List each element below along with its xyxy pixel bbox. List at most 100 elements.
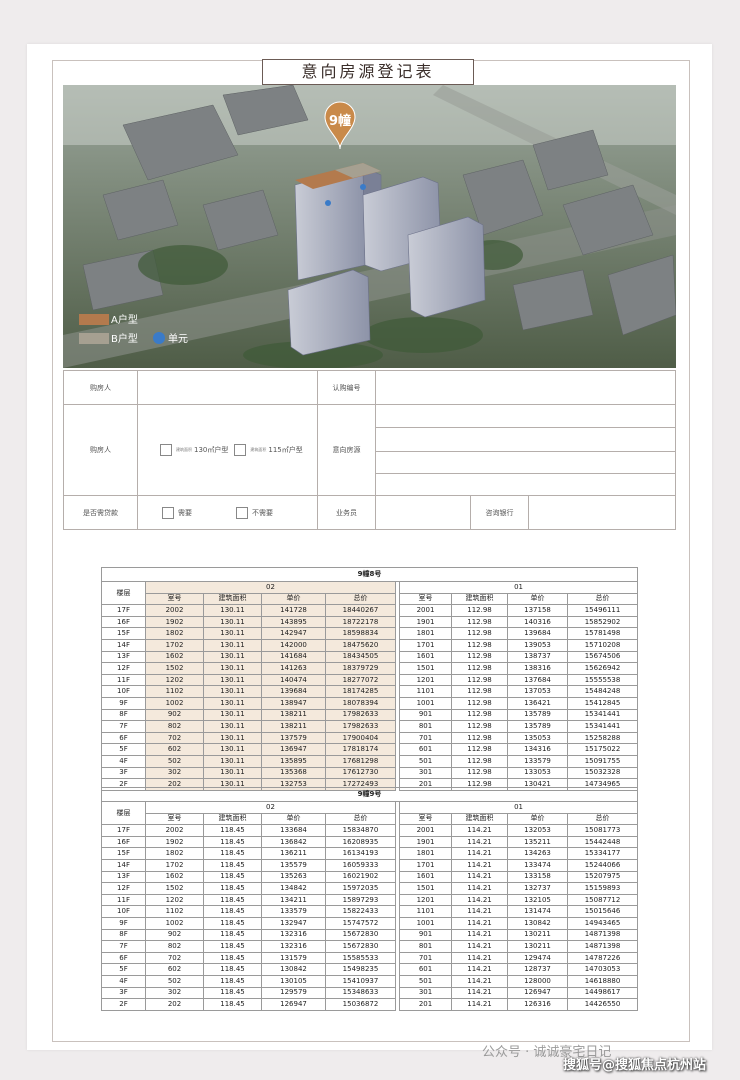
price-cell: 130.11 xyxy=(203,638,262,652)
price-cell: 15091755 xyxy=(566,754,639,768)
column-header: 建筑面积 xyxy=(203,812,262,826)
price-cell: 1001 xyxy=(399,696,452,710)
price-cell: 702 xyxy=(145,951,204,965)
checkbox[interactable] xyxy=(234,444,247,456)
price-cell: 133474 xyxy=(507,858,568,872)
price-cell: 602 xyxy=(145,963,204,976)
price-cell: 112.98 xyxy=(451,627,508,640)
price-cell: 15834870 xyxy=(325,824,396,837)
watermark: 公众号 · 诚诚豪宅日记 xyxy=(482,1045,612,1060)
price-cell: 15258288 xyxy=(566,731,639,745)
price-cell: 1501 xyxy=(399,662,452,675)
price-cell: 601 xyxy=(399,743,452,756)
price-cell: 1701 xyxy=(399,858,452,872)
price-table: 9幢8号 楼层 02 01 室号 建筑面积 单价 总价 室号 建筑面积 单价 总价 17F 2002 130… xyxy=(100,567,639,791)
price-row: 11F 1202 130.11 140474 18277072 1201 112.98 137… xyxy=(101,673,639,687)
price-cell: 141263 xyxy=(261,662,326,675)
floor-cell: 6F xyxy=(101,731,146,745)
column-header: 总价 xyxy=(325,592,396,606)
price-cell: 15081773 xyxy=(566,824,639,837)
price-cell: 112.98 xyxy=(451,720,508,733)
price-row: 16F 1902 118.45 136842 16208935 1901 114.21 135… xyxy=(101,835,639,849)
price-cell: 2002 xyxy=(145,824,204,837)
form-label: 购房人 xyxy=(63,370,138,405)
price-row: 4F 502 118.45 130105 15410937 501 114.21 128000… xyxy=(101,974,639,988)
price-row: 15F 1802 130.11 142947 18598834 1801 112.98 139… xyxy=(101,627,639,640)
price-row: 15F 1802 118.45 136211 16134193 1801 114.21 134… xyxy=(101,847,639,860)
floor-cell: 17F xyxy=(101,604,146,617)
floor-cell: 2F xyxy=(101,998,146,1011)
price-cell: 136211 xyxy=(261,847,326,860)
price-cell: 138211 xyxy=(261,708,326,722)
price-cell: 140316 xyxy=(507,615,568,629)
price-cell: 140474 xyxy=(261,673,326,687)
floor-cell: 7F xyxy=(101,940,146,953)
price-cell: 15897293 xyxy=(325,893,396,907)
checkbox[interactable] xyxy=(236,506,248,519)
price-cell: 1801 xyxy=(399,627,452,640)
price-cell: 901 xyxy=(399,928,452,942)
form-field[interactable] xyxy=(137,370,318,405)
price-cell: 18434505 xyxy=(325,650,396,664)
price-cell: 601 xyxy=(399,963,452,976)
legend-label: 单元 xyxy=(168,333,188,345)
price-cell: 15341441 xyxy=(566,708,639,722)
floor-cell: 10F xyxy=(101,905,146,918)
price-table: 9幢9号 楼层 02 01 室号 建筑面积 单价 总价 室号 建筑面积 单价 总价 17F 2002 118… xyxy=(100,787,639,1011)
price-row: 13F 1602 118.45 135263 16021902 1601 114.21 133… xyxy=(101,870,639,884)
floor-header: 楼层 xyxy=(101,580,146,606)
checkbox[interactable] xyxy=(160,444,172,456)
column-header: 建筑面积 xyxy=(451,812,508,826)
price-cell: 15015646 xyxy=(566,905,639,918)
price-cell: 112.98 xyxy=(451,766,508,780)
form-field[interactable] xyxy=(375,427,676,452)
form-field[interactable] xyxy=(528,495,676,530)
price-cell: 301 xyxy=(399,766,452,780)
floor-cell: 6F xyxy=(101,951,146,965)
price-cell: 902 xyxy=(145,708,204,722)
form-field[interactable] xyxy=(375,495,471,530)
form-field[interactable] xyxy=(375,404,676,428)
price-cell: 14618880 xyxy=(566,974,639,988)
column-header: 单价 xyxy=(507,812,568,826)
price-row: 14F 1702 130.11 142000 18475620 1701 112.98 139… xyxy=(101,638,639,652)
column-header: 单价 xyxy=(261,812,326,826)
price-cell: 18174285 xyxy=(325,685,396,698)
price-row: 11F 1202 118.45 134211 15897293 1201 114.21 132… xyxy=(101,893,639,907)
column-header: 室号 xyxy=(399,812,452,826)
price-cell: 15710208 xyxy=(566,638,639,652)
price-cell: 16134193 xyxy=(325,847,396,860)
form-field[interactable] xyxy=(375,370,676,405)
floor-cell: 5F xyxy=(101,743,146,756)
price-cell: 126947 xyxy=(507,986,568,1000)
price-cell: 15442448 xyxy=(566,835,639,849)
column-header: 建筑面积 xyxy=(451,592,508,606)
price-row: 14F 1702 118.45 135579 16059333 1701 114.21 133… xyxy=(101,858,639,872)
building-label: 9幢 xyxy=(329,113,351,129)
price-row: 10F 1102 130.11 139684 18174285 1101 112.98 137… xyxy=(101,685,639,698)
price-cell: 118.45 xyxy=(203,835,262,849)
price-cell: 128737 xyxy=(507,963,568,976)
price-cell: 1702 xyxy=(145,858,204,872)
price-cell: 14871398 xyxy=(566,940,639,953)
price-cell: 130.11 xyxy=(203,696,262,710)
price-cell: 802 xyxy=(145,720,204,733)
checkbox[interactable] xyxy=(162,506,174,519)
price-cell: 138211 xyxy=(261,720,326,733)
price-cell: 131474 xyxy=(507,905,568,918)
price-cell: 1801 xyxy=(399,847,452,860)
price-row: 16F 1902 130.11 143895 18722178 1901 112.98 140… xyxy=(101,615,639,629)
price-cell: 112.98 xyxy=(451,743,508,756)
price-cell: 138737 xyxy=(507,650,568,664)
floor-cell: 4F xyxy=(101,754,146,768)
form-field[interactable] xyxy=(375,473,676,496)
price-cell: 502 xyxy=(145,974,204,988)
price-row: 9F 1002 130.11 138947 18078394 1001 112.98 1364… xyxy=(101,696,639,710)
price-cell: 18475620 xyxy=(325,638,396,652)
price-cell: 133684 xyxy=(261,824,326,837)
price-cell: 135579 xyxy=(261,858,326,872)
price-cell: 118.45 xyxy=(203,940,262,953)
form-field[interactable] xyxy=(375,451,676,474)
price-cell: 114.21 xyxy=(451,835,508,849)
